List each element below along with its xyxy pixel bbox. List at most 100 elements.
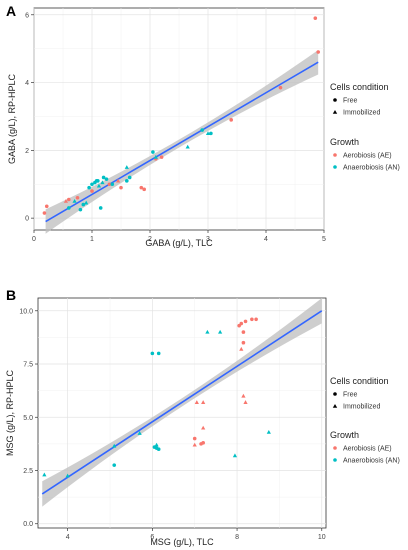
panel-b-x-axis-label: MSG (g/L), TLC [150,537,214,547]
data-point-immobilized [100,180,105,185]
panel-a-legend-free-symbol [333,98,337,102]
data-point-free [101,175,106,180]
panel-a-legend-immobilized-symbol [332,110,338,114]
panel-b-legend-ae-symbol [333,446,337,450]
panel-b-legend-cells-title: Cells condition [330,376,389,386]
data-point-immobilized [65,473,70,478]
data-point-immobilized [194,400,199,404]
data-point-free [67,197,71,202]
panel-a-legend-an-symbol [333,165,337,169]
data-point-free [90,189,94,193]
panel-b-legend-growth-title: Growth [330,430,359,440]
data-point-free [156,447,161,452]
y-tick-label: 6 [25,12,29,19]
panel-b: B 4 6 8 10 0.02.55.07.510.0 MSG (g/L), TLC … [5,287,400,547]
data-point-free [209,131,213,136]
data-point-free [241,330,246,334]
data-point-immobilized [232,453,238,458]
x-tick-label: 10 [318,534,326,541]
panel-b-y-ticks: 0.0 2.5 5.0 7.5 10.0 [19,308,38,528]
panel-a-legend-free-label: Free [343,98,358,105]
panel-b-grid [38,298,326,528]
panel-a-x-axis-label: GABA (g/L), TLC [145,238,213,248]
panel-b-legend-an-symbol [333,458,337,462]
data-point-immobilized [84,200,89,205]
data-point-free [67,206,71,210]
panel-b-legend: Cells condition Free Immobilized Growth … [330,376,400,465]
data-point-free [254,317,258,322]
data-point-immobilized [266,429,271,434]
panel-a-x-ticks: 0 1 2 3 4 5 [32,230,326,243]
data-point-free [313,16,318,20]
panel-a-fit-line [45,61,319,223]
data-point-free [159,155,164,159]
panel-a-legend-cells-title: Cells condition [330,82,389,92]
data-point-free [42,211,47,215]
panel-a-y-axis-label: GABA (g/L), RP-HPLC [7,73,17,164]
data-point-free [119,185,123,190]
data-point-free [125,179,129,183]
x-tick-label: 4 [66,534,70,541]
data-point-immobilized [241,393,246,398]
data-point-free [229,118,233,122]
y-tick-label: 2.5 [23,468,33,475]
data-point-free [142,187,146,192]
panel-a-legend-ae-symbol [333,153,337,157]
data-point-immobilized [239,346,244,351]
y-tick-label: 2 [25,148,29,155]
data-point-immobilized [112,443,117,448]
y-tick-label: 10.0 [19,308,33,315]
panel-b-legend-immobilized-label: Immobilized [343,404,380,411]
data-point-free [127,175,132,180]
data-point-free [200,128,204,132]
data-point-free [241,340,246,345]
panel-a-grid [33,8,325,230]
data-point-immobilized [243,400,248,404]
data-point-free [44,204,49,209]
data-point-free [81,202,86,207]
data-point-free [90,182,94,187]
data-point-immobilized [116,178,121,183]
panel-b-legend-free-symbol [333,392,337,396]
data-point-immobilized [201,400,206,404]
data-point-free [139,185,144,190]
panel-a-legend-ae-label: Aerobiosis (AE) [343,153,392,160]
x-tick-label: 5 [322,236,326,243]
data-point-free [150,351,155,356]
panel-b-x-ticks: 4 6 8 10 [66,528,326,541]
panel-b-legend-an-label: Anaerobiosis (AN) [343,458,400,465]
regression-line [41,310,323,495]
panel-a: A 0 1 2 3 4 5 0 2 4 6 GABA (g/L), TLC GABA (g/L)… [6,3,400,248]
data-point-free [250,317,254,322]
data-point-free [110,182,115,187]
data-point-immobilized [205,329,210,334]
regression-line [45,61,319,223]
data-point-free [112,463,117,467]
data-point-free [75,196,80,200]
data-point-immobilized [218,329,223,334]
y-tick-label: 0.0 [23,521,33,528]
data-point-immobilized [72,198,77,203]
data-point-free [239,321,244,326]
data-point-free [243,319,248,324]
panel-a-legend: Cells condition Free Immobilized Growth … [330,82,400,172]
panel-b-y-axis-label: MSG (g/L), RP-HPLC [5,369,15,456]
data-point-free [87,185,91,190]
panel-b-legend-ae-label: Aerobiosis (AE) [343,446,392,453]
data-point-immobilized [201,425,206,430]
data-point-immobilized [153,154,158,159]
data-point-free [316,50,321,54]
data-point-immobilized [185,144,190,149]
x-tick-label: 8 [235,534,239,541]
panel-a-points [42,16,321,215]
y-tick-label: 4 [25,80,29,87]
data-point-immobilized [205,131,211,136]
data-point-free [107,182,112,187]
data-point-free [156,351,161,356]
data-point-free [278,85,283,90]
data-point-immobilized [63,198,68,203]
panel-b-legend-immobilized-symbol [332,404,338,408]
x-tick-label: 2 [148,236,152,243]
data-point-free [199,442,203,446]
data-point-immobilized [42,472,47,477]
